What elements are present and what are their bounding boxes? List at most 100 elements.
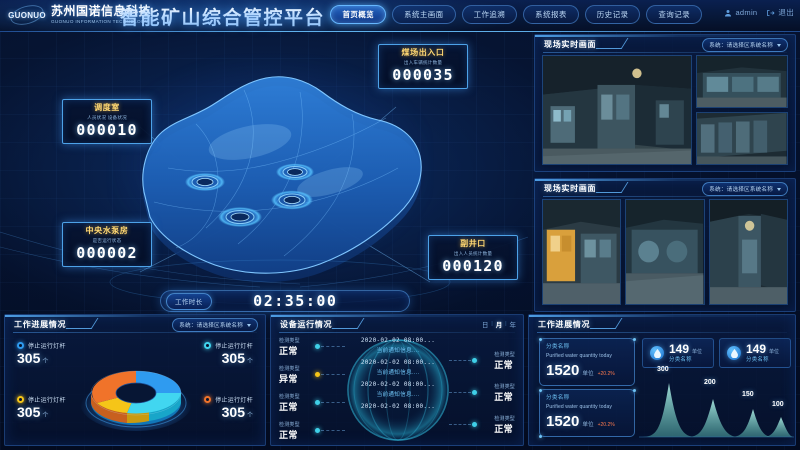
peak-label-2: 200 xyxy=(704,379,716,386)
device-node-icon xyxy=(472,358,477,363)
map-tag-value: 000010 xyxy=(76,121,138,139)
logout-icon xyxy=(766,9,775,17)
range-year[interactable]: 年 xyxy=(509,322,517,329)
nav-item-overview[interactable]: 首页概览 xyxy=(330,5,387,24)
water-card-1[interactable]: 分类名称 Purified water quantity today 1520 … xyxy=(538,337,636,386)
device-node-icon xyxy=(315,372,320,377)
legend-number: 305 xyxy=(221,404,245,420)
map-area: 调度室 人员状况 设备状况 000010 煤场出入口 出入车辆统计数量 0000… xyxy=(0,32,528,317)
video-feed-thumb-1[interactable] xyxy=(696,55,788,108)
video-row-3 xyxy=(542,199,788,305)
map-tag-title: 中央水泵房 xyxy=(85,226,129,235)
nav-item-query-log[interactable]: 查询记录 xyxy=(646,5,702,24)
chevron-down-icon xyxy=(777,187,781,191)
legend-item-1[interactable]: 停止运行灯杆 305 个 xyxy=(17,341,66,371)
legend-item-4[interactable]: 停止运行灯杆 305 个 xyxy=(204,395,253,425)
map-tag-value: 000002 xyxy=(76,244,138,262)
video-system-select-2[interactable]: 系统：请选择区系统名称 xyxy=(702,182,788,196)
map-tag-central-pump-room[interactable]: 中央水泵房 是否运行状态 000002 xyxy=(62,222,152,267)
device-connector xyxy=(321,374,345,375)
video-feed-5[interactable] xyxy=(708,199,788,305)
water-progress-panel: 工作进展情况 分类名称 Purified water quantity toda… xyxy=(528,314,796,446)
map-tag-coalyard-gate[interactable]: 煤场出入口 出入车辆统计数量 000035 xyxy=(378,44,468,89)
device-item-left-4[interactable]: 检测类型 正常 xyxy=(279,421,300,441)
device-type-label: 检测类型 xyxy=(494,384,515,390)
logout-button[interactable]: 退出 xyxy=(766,7,794,18)
header-slash-decoration xyxy=(589,318,623,329)
legend-item-2[interactable]: 停止运行灯杆 305 个 xyxy=(204,341,253,371)
legend-item-3[interactable]: 停止运行灯杆 305 个 xyxy=(17,395,66,425)
peak-label-1: 300 xyxy=(657,366,669,373)
device-item-right-2[interactable]: 检测类型 正常 xyxy=(494,383,515,403)
map-tag-title: 调度室 xyxy=(94,103,120,112)
select-label: 系统：请选择区系统名称 xyxy=(179,323,243,329)
live-video-panel-2: 现场实时画面 系统：请选择区系统名称 xyxy=(534,178,796,312)
video-feed-main[interactable] xyxy=(542,55,693,165)
map-tag-value: 000120 xyxy=(442,257,504,275)
video-feed-3[interactable] xyxy=(542,199,622,305)
range-month[interactable]: 月 xyxy=(495,322,503,329)
mini-card-unit: 单位 xyxy=(692,348,703,355)
device-type-label: 检测类型 xyxy=(494,352,515,358)
legend-dot-icon xyxy=(204,396,212,403)
company-name-cn: 苏州国诺信息科技 xyxy=(51,4,152,18)
range-sep: | xyxy=(491,321,493,327)
legend-label: 停止运行灯杆 xyxy=(215,344,253,350)
panel-header: 现场实时画面 系统：请选择区系统名称 xyxy=(535,179,795,197)
device-item-right-3[interactable]: 检测类型 正常 xyxy=(494,415,515,435)
video-feed-4[interactable] xyxy=(625,199,705,305)
log-message: 当前通知信息.... xyxy=(376,370,420,376)
company-name-en: GUONUO INFORMATION TECHNOLOGY xyxy=(51,19,149,24)
device-connector xyxy=(321,402,345,403)
map-hotspots xyxy=(185,163,314,227)
user-menu[interactable]: admin xyxy=(724,8,757,17)
region-map[interactable] xyxy=(0,32,528,317)
device-item-left-3[interactable]: 检测类型 正常 xyxy=(279,393,300,413)
water-card-2[interactable]: 分类名称 Purified water quantity today 1520 … xyxy=(538,388,636,438)
device-item-left-1[interactable]: 检测类型 正常 xyxy=(279,337,300,357)
work-progress-system-select[interactable]: 系统：请选择区系统名称 xyxy=(172,318,258,332)
video-system-select-1[interactable]: 系统：请选择区系统名称 xyxy=(702,38,788,52)
mini-card-value: 149 xyxy=(669,341,690,356)
device-state-value: 异常 xyxy=(279,374,298,384)
work-duration-value: 02:35:00 xyxy=(253,292,338,310)
work-progress-panel: 工作进展情况 系统：请选择区系统名称 xyxy=(4,314,266,446)
device-node-icon xyxy=(315,344,320,349)
water-mini-card-2[interactable]: 149 单位 分类名称 xyxy=(719,338,791,368)
select-label: 系统：请选择区系统名称 xyxy=(709,43,773,49)
map-tag-title: 煤场出入口 xyxy=(401,48,445,57)
user-icon xyxy=(724,9,732,17)
map-tag-subtitle: 出入车辆统计数量 xyxy=(403,60,443,65)
legend-number: 305 xyxy=(221,350,245,366)
donut-chart[interactable] xyxy=(77,341,195,441)
map-tag-auxiliary-shaft[interactable]: 副井口 出入人员统计数量 000120 xyxy=(428,235,518,280)
legend-dot-icon xyxy=(17,342,24,349)
work-duration-bar: 工作时长 02:35:00 xyxy=(160,290,410,312)
device-node-icon xyxy=(315,400,320,405)
water-card-name: 分类名称 xyxy=(546,395,570,401)
water-mini-card-1[interactable]: 149 单位 分类名称 xyxy=(642,338,714,368)
range-toggle: 日 | 月 | 年 xyxy=(482,319,516,329)
device-item-left-2[interactable]: 检测类型 异常 xyxy=(279,365,300,385)
nav-item-history[interactable]: 历史记录 xyxy=(584,5,641,24)
video-feed-thumb-2[interactable] xyxy=(696,112,788,165)
mini-card-unit: 单位 xyxy=(769,348,780,355)
water-card-name: 分类名称 xyxy=(546,344,570,350)
water-card-pct: +20.2% xyxy=(597,371,615,377)
header-slash-decoration xyxy=(595,38,629,49)
legend-value: 305 个 xyxy=(17,350,66,371)
corner-dot-icon xyxy=(538,337,542,341)
panel-title: 工作进展情况 xyxy=(14,320,67,329)
range-day[interactable]: 日 xyxy=(481,322,489,329)
log-message: 当前通知信息.... xyxy=(376,348,420,354)
mini-card-label: 分类名称 xyxy=(746,356,769,363)
corner-dot-icon xyxy=(538,388,542,392)
map-tag-dispatch-room[interactable]: 调度室 人员状况 设备状况 000010 xyxy=(62,99,152,144)
nav-item-system-main[interactable]: 系统主画面 xyxy=(392,5,456,24)
panel-title: 现场实时画面 xyxy=(544,184,597,193)
nav-item-work-trace[interactable]: 工作追溯 xyxy=(461,5,518,24)
device-type-label: 检测类型 xyxy=(494,416,515,422)
peak-area-chart[interactable] xyxy=(639,371,794,441)
device-item-right-1[interactable]: 检测类型 正常 xyxy=(494,351,515,371)
nav-item-system-report[interactable]: 系统报表 xyxy=(523,5,579,24)
